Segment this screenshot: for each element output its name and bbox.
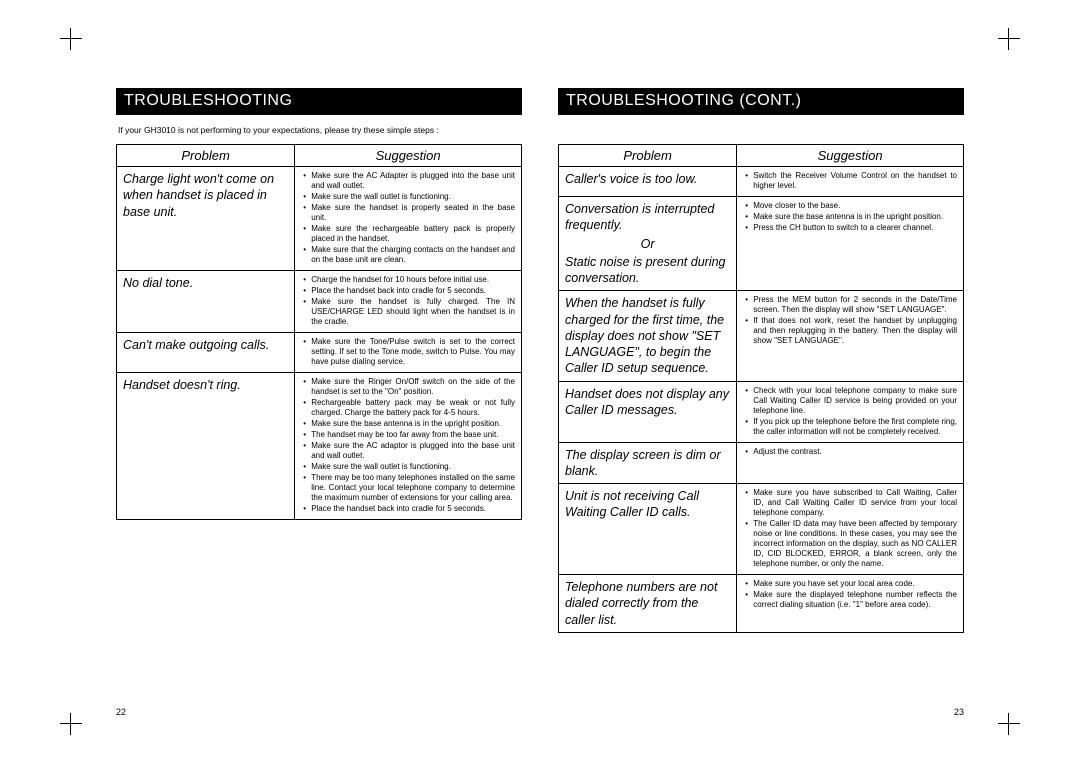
section-header-right: TROUBLESHOOTING (CONT.) <box>558 88 964 115</box>
intro-text: If your GH3010 is not performing to your… <box>118 125 520 136</box>
problem-cell: Conversation is interrupted frequently. O… <box>559 197 737 291</box>
table-row: Telephone numbers are not dialed correct… <box>559 575 964 633</box>
suggestion-item: Press the MEM button for 2 seconds in th… <box>743 295 957 315</box>
table-row: When the handset is fully charged for th… <box>559 291 964 381</box>
suggestion-item: There may be too many telephones install… <box>301 473 515 503</box>
section-header-left: TROUBLESHOOTING <box>116 88 522 115</box>
suggestion-cell: Move closer to the base.Make sure the ba… <box>737 197 964 291</box>
problem-cell: Can't make outgoing calls. <box>117 333 295 373</box>
suggestion-item: Charge the handset for 10 hours before i… <box>301 275 515 285</box>
problem-cell: No dial tone. <box>117 271 295 333</box>
suggestion-cell: Make sure you have set your local area c… <box>737 575 964 633</box>
col-header-problem: Problem <box>117 145 295 167</box>
suggestion-item: Press the CH button to switch to a clear… <box>743 223 957 233</box>
page-spread: TROUBLESHOOTING If your GH3010 is not pe… <box>116 88 964 701</box>
suggestion-cell: Make sure the Ringer On/Off switch on th… <box>295 373 522 520</box>
suggestion-item: Switch the Receiver Volume Control on th… <box>743 171 957 191</box>
problem-cell: When the handset is fully charged for th… <box>559 291 737 381</box>
suggestion-item: Make sure the AC adaptor is plugged into… <box>301 441 515 461</box>
suggestion-item: Make sure the wall outlet is functioning… <box>301 462 515 472</box>
problem-cell: Caller's voice is too low. <box>559 167 737 197</box>
suggestion-item: The Caller ID data may have been affecte… <box>743 519 957 569</box>
table-row: Handset does not display any Caller ID m… <box>559 381 964 442</box>
troubleshoot-table-right: Problem Suggestion Caller's voice is too… <box>558 144 964 633</box>
table-row: The display screen is dim or blank. Adjus… <box>559 442 964 484</box>
problem-cell: Telephone numbers are not dialed correct… <box>559 575 737 633</box>
problem-cell: Handset does not display any Caller ID m… <box>559 381 737 442</box>
suggestion-list: Press the MEM button for 2 seconds in th… <box>743 295 957 346</box>
suggestion-list: Check with your local telephone company … <box>743 386 957 437</box>
crop-mark-top-right <box>998 28 1020 50</box>
problem-text: Conversation is interrupted frequently. <box>565 201 730 234</box>
page-number-left: 22 <box>116 707 126 717</box>
suggestion-item: Make sure you have set your local area c… <box>743 579 957 589</box>
table-body-right: Caller's voice is too low. Switch the Rec… <box>559 167 964 633</box>
table-row: Caller's voice is too low. Switch the Rec… <box>559 167 964 197</box>
suggestion-item: If you pick up the telephone before the … <box>743 417 957 437</box>
suggestion-item: Make sure the Ringer On/Off switch on th… <box>301 377 515 397</box>
suggestion-item: Make sure the AC Adapter is plugged into… <box>301 171 515 191</box>
suggestion-item: Adjust the contrast. <box>743 447 957 457</box>
suggestion-item: Make sure you have subscribed to Call Wa… <box>743 488 957 518</box>
suggestion-cell: Adjust the contrast. <box>737 442 964 484</box>
suggestion-cell: Make sure the AC Adapter is plugged into… <box>295 167 522 271</box>
suggestion-item: Place the handset back into cradle for 5… <box>301 286 515 296</box>
suggestion-list: Make sure the Ringer On/Off switch on th… <box>301 377 515 514</box>
suggestion-item: The handset may be too far away from the… <box>301 430 515 440</box>
table-row: No dial tone. Charge the handset for 10 h… <box>117 271 522 333</box>
suggestion-item: Make sure the Tone/Pulse switch is set t… <box>301 337 515 367</box>
suggestion-item: Make sure the handset is fully charged. … <box>301 297 515 327</box>
suggestion-item: Make sure the handset is properly seated… <box>301 203 515 223</box>
suggestion-item: Make sure the rechargeable battery pack … <box>301 224 515 244</box>
right-page: TROUBLESHOOTING (CONT.) . Problem Sugges… <box>558 88 964 701</box>
crop-mark-top-left <box>60 28 82 50</box>
suggestion-cell: Make sure the Tone/Pulse switch is set t… <box>295 333 522 373</box>
crop-mark-bottom-left <box>60 713 82 735</box>
suggestion-item: Make sure the base antenna is in the upr… <box>743 212 957 222</box>
col-header-suggestion: Suggestion <box>737 145 964 167</box>
table-row: Charge light won't come on when handset … <box>117 167 522 271</box>
suggestion-item: If that does not work, reset the handset… <box>743 316 957 346</box>
suggestion-list: Make sure the AC Adapter is plugged into… <box>301 171 515 265</box>
crop-mark-bottom-right <box>998 713 1020 735</box>
suggestion-cell: Check with your local telephone company … <box>737 381 964 442</box>
table-body-left: Charge light won't come on when handset … <box>117 167 522 520</box>
suggestion-item: Make sure the base antenna is in the upr… <box>301 419 515 429</box>
suggestion-cell: Press the MEM button for 2 seconds in th… <box>737 291 964 381</box>
problem-cell: Handset doesn't ring. <box>117 373 295 520</box>
problem-cell: Charge light won't come on when handset … <box>117 167 295 271</box>
suggestion-list: Make sure you have set your local area c… <box>743 579 957 610</box>
suggestion-list: Make sure you have subscribed to Call Wa… <box>743 488 957 569</box>
suggestion-item: Make sure the displayed telephone number… <box>743 590 957 610</box>
table-row: Handset doesn't ring. Make sure the Ringe… <box>117 373 522 520</box>
table-row: Can't make outgoing calls.Make sure the … <box>117 333 522 373</box>
problem-text: Static noise is present during conversat… <box>565 254 730 287</box>
suggestion-item: Move closer to the base. <box>743 201 957 211</box>
col-header-problem: Problem <box>559 145 737 167</box>
problem-text: Or <box>565 236 730 252</box>
suggestion-list: Adjust the contrast. <box>743 447 957 457</box>
suggestion-cell: Switch the Receiver Volume Control on th… <box>737 167 964 197</box>
suggestion-cell: Charge the handset for 10 hours before i… <box>295 271 522 333</box>
problem-cell: The display screen is dim or blank. <box>559 442 737 484</box>
suggestion-item: Rechargeable battery pack may be weak or… <box>301 398 515 418</box>
left-page: TROUBLESHOOTING If your GH3010 is not pe… <box>116 88 522 701</box>
problem-cell: Unit is not receiving Call Waiting Calle… <box>559 484 737 575</box>
col-header-suggestion: Suggestion <box>295 145 522 167</box>
suggestion-item: Make sure that the charging contacts on … <box>301 245 515 265</box>
page-number-right: 23 <box>954 707 964 717</box>
table-row: Conversation is interrupted frequently. O… <box>559 197 964 291</box>
suggestion-item: Make sure the wall outlet is functioning… <box>301 192 515 202</box>
troubleshoot-table-left: Problem Suggestion Charge light won't co… <box>116 144 522 520</box>
suggestion-list: Charge the handset for 10 hours before i… <box>301 275 515 327</box>
table-row: Unit is not receiving Call Waiting Calle… <box>559 484 964 575</box>
suggestion-list: Make sure the Tone/Pulse switch is set t… <box>301 337 515 367</box>
suggestion-list: Switch the Receiver Volume Control on th… <box>743 171 957 191</box>
suggestion-item: Check with your local telephone company … <box>743 386 957 416</box>
suggestion-list: Move closer to the base.Make sure the ba… <box>743 201 957 233</box>
suggestion-cell: Make sure you have subscribed to Call Wa… <box>737 484 964 575</box>
suggestion-item: Place the handset back into cradle for 5… <box>301 504 515 514</box>
